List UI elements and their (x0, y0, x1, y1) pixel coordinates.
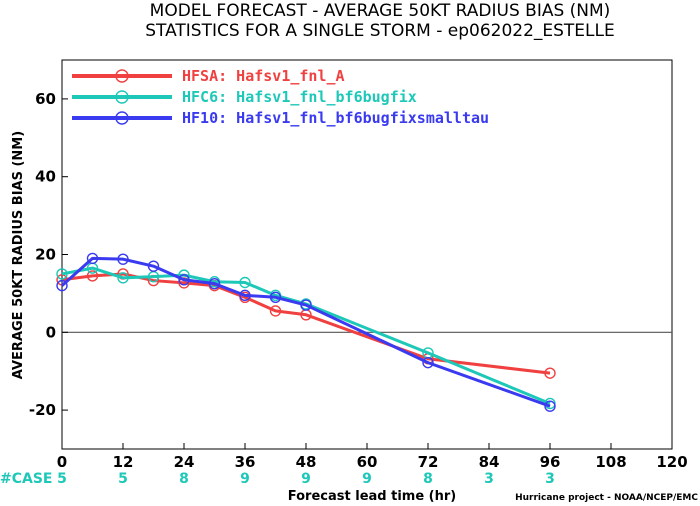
data-point (239, 276, 251, 289)
chart-title: MODEL FORECAST - AVERAGE 50KT RADIUS BIA… (150, 1, 611, 21)
x-tick-label: 120 (656, 453, 687, 471)
x-tick-label: 60 (357, 453, 378, 471)
data-point (86, 270, 99, 282)
legend-marker-2 (115, 90, 129, 104)
data-point (544, 367, 556, 379)
data-point (178, 277, 190, 289)
case-count: 5 (118, 471, 128, 487)
x-tick-label: 84 (479, 453, 500, 471)
data-point (300, 299, 312, 311)
data-point (208, 277, 221, 290)
data-point (117, 253, 129, 265)
y-tick-label: 60 (35, 90, 56, 108)
case-count: 8 (423, 471, 433, 487)
x-axis-label: Forecast lead time (hr) (288, 489, 456, 504)
case-count: 3 (545, 471, 555, 487)
y-tick-label: 40 (35, 168, 56, 186)
x-tick-label: 48 (296, 453, 317, 471)
data-point (269, 305, 282, 317)
legend-label-2: HFC6: Hafsv1_fnl_bf6bugfix (182, 88, 417, 106)
case-count: 3 (484, 471, 494, 487)
data-point (269, 291, 282, 303)
data-point (544, 400, 556, 412)
y-tick-label: 20 (35, 246, 56, 264)
series-line-2 (61, 266, 551, 405)
credit-text: Hurricane project - NOAA/NCEP/EMC (515, 493, 698, 503)
data-point (239, 289, 251, 302)
data-point (117, 272, 129, 284)
series-line-1 (61, 272, 551, 375)
x-tick-label: 96 (540, 453, 561, 471)
legend-label-3: HF10: Hafsv1_fnl_bf6bugfixsmalltau (182, 109, 489, 127)
x-tick-label: 24 (174, 453, 195, 471)
legend-label-1: HFSA: Hafsv1_fnl_A (182, 67, 345, 85)
data-point (56, 279, 68, 292)
y-tick-label: -20 (29, 401, 56, 419)
legend-marker-3 (115, 111, 129, 125)
data-point (86, 252, 99, 265)
case-count: 9 (362, 471, 372, 487)
plot-area: -20 0 20 40 60 0 12 24 36 48 60 72 84 96 108 120 HFSA: H… (29, 59, 688, 487)
case-label: #CASE (0, 471, 53, 487)
legend-marker-1 (115, 69, 129, 83)
y-tick-label: 0 (46, 323, 56, 341)
x-tick-label: 0 (57, 453, 67, 471)
data-point (147, 260, 160, 272)
case-count: 9 (240, 471, 250, 487)
case-count: 5 (57, 471, 67, 487)
case-count: 9 (301, 471, 311, 487)
data-point (422, 356, 434, 369)
data-point (178, 274, 190, 286)
x-tick-label: 12 (113, 453, 134, 471)
x-tick-label: 36 (235, 453, 256, 471)
y-axis-label: AVERAGE 50KT RADIUS BIAS (NM) (11, 131, 26, 379)
data-point (56, 268, 68, 280)
chart-subtitle: STATISTICS FOR A SINGLE STORM - ep062022… (145, 21, 615, 41)
x-tick-label: 108 (595, 453, 626, 471)
x-tick-label: 72 (418, 453, 439, 471)
series-line-3 (61, 256, 551, 408)
case-count: 8 (179, 471, 189, 487)
